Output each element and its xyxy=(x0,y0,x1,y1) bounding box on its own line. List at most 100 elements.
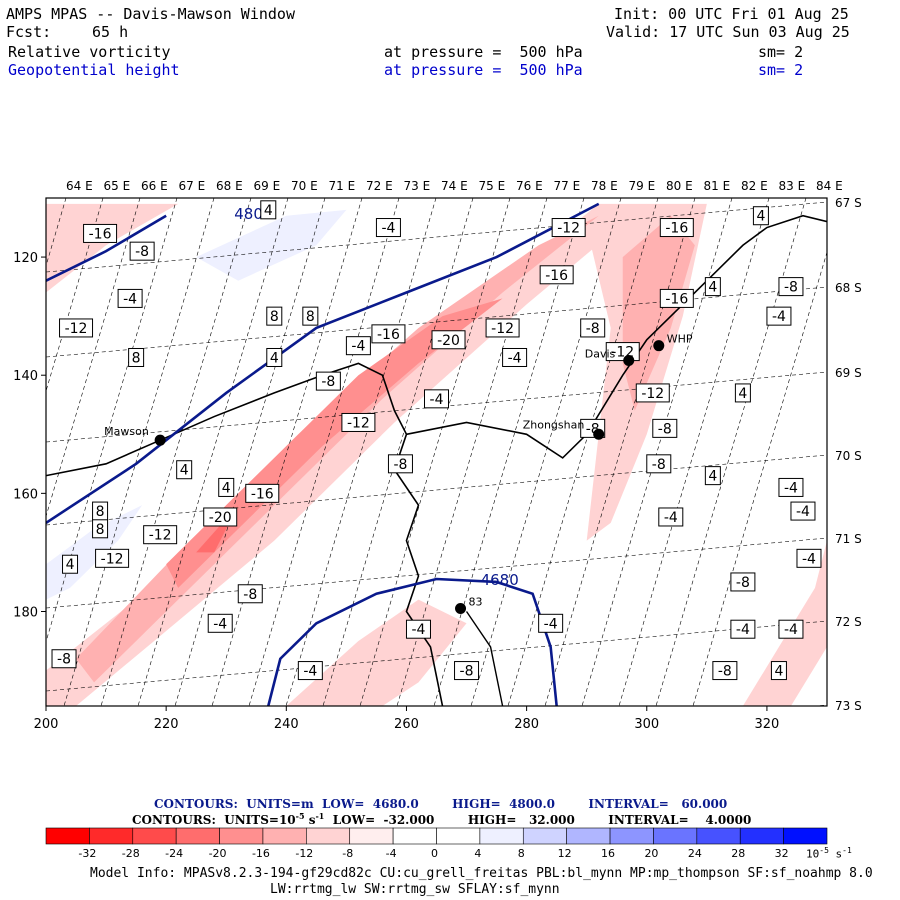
vorticity-label: -20 xyxy=(203,507,238,527)
colorbar-tick-label: -32 xyxy=(78,847,96,860)
longitude-label: 82 E xyxy=(741,179,768,193)
longitude-label: 72 E xyxy=(366,179,393,193)
vorticity-label: 4 xyxy=(752,206,769,226)
vorticity-label-box xyxy=(580,318,606,338)
field-2-smooth: sm= 2 xyxy=(758,61,804,79)
vorticity-label: -8 xyxy=(454,661,480,681)
station-label: WHP xyxy=(667,333,693,346)
station-dot xyxy=(623,354,635,366)
colorbar-segment xyxy=(436,827,481,845)
vorticity-label-box xyxy=(658,507,684,527)
vorticity-label-box xyxy=(485,318,520,338)
vorticity-label-box xyxy=(95,548,130,568)
vorticity-label: 4 xyxy=(62,554,79,574)
colorbar-tick-label: 20 xyxy=(644,847,658,860)
vorticity-label-box xyxy=(207,613,233,633)
x-tick-label: 240 xyxy=(274,717,299,732)
vorticity-label-box xyxy=(59,318,94,338)
y-tick-label: 180 xyxy=(13,605,38,620)
vorticity-label: 8 xyxy=(128,347,145,367)
vorticity-label: 4 xyxy=(176,460,193,480)
colorbar-segment xyxy=(175,827,220,845)
vorticity-label: 8 xyxy=(92,501,109,521)
colorbar-tick-label: 0 xyxy=(431,847,438,860)
init-time: Init: 00 UTC Fri 01 Aug 25 xyxy=(614,5,849,23)
meridian-line xyxy=(137,198,289,706)
parallel-line xyxy=(812,704,827,706)
field-1-smooth: sm= 2 xyxy=(758,43,804,61)
vorticity-label: -8 xyxy=(730,572,756,592)
station-dot xyxy=(653,340,665,352)
vorticity-label-text: -4 xyxy=(736,622,750,638)
vorticity-label-text: -4 xyxy=(351,339,365,355)
latitude-label: 73 S xyxy=(835,699,862,713)
x-tick-label: 320 xyxy=(755,717,780,732)
colorbar-tick-label: -20 xyxy=(209,847,227,860)
vorticity-label-box xyxy=(652,418,678,438)
model-info: Model Info: MPASv8.2.3-194-gf29cd82c CU:… xyxy=(90,866,873,881)
vorticity-label-text: -8 xyxy=(784,280,798,296)
vorticity-label: -16 xyxy=(539,265,574,285)
vorticity-label-box xyxy=(129,241,155,261)
coastline-east xyxy=(406,214,827,459)
vorticity-label-box xyxy=(51,649,77,669)
vorticity-label-box xyxy=(83,223,118,243)
vorticity-label-text: -8 xyxy=(393,457,407,473)
vorticity-contour-info: CONTOURS: UNITS=10-5 s-1 LOW= -32.000 HI… xyxy=(132,811,751,827)
vorticity-label-text: -4 xyxy=(123,291,137,307)
vorticity-label-box xyxy=(730,572,756,592)
vorticity-label-text: 4 xyxy=(738,386,747,402)
vorticity-label-text: -4 xyxy=(802,551,816,567)
colorbar-tick-label: -16 xyxy=(252,847,270,860)
vorticity-label-box xyxy=(143,525,178,545)
vorticity-label-box xyxy=(551,218,586,238)
vorticity-label-text: -12 xyxy=(149,528,172,544)
meridian-line xyxy=(544,198,696,706)
vorticity-label-text: 4 xyxy=(222,480,231,496)
meridian-line xyxy=(46,198,178,643)
colorbar-segment xyxy=(132,827,177,845)
vorticity-label-box xyxy=(635,383,670,403)
longitude-label: 70 E xyxy=(291,179,318,193)
vorticity-label: -8 xyxy=(580,318,606,338)
cbar-unit-s: s xyxy=(835,847,843,861)
vorticity-label-box xyxy=(704,466,721,486)
height-contour-info: CONTOURS: UNITS=m LOW= 4680.0 HIGH= 4800… xyxy=(154,797,728,811)
vorticity-label: -12 xyxy=(341,412,376,432)
meridian-line xyxy=(692,251,827,706)
vorticity-label-box xyxy=(245,483,280,503)
vorticity-label: 8 xyxy=(92,519,109,539)
vorticity-label: -4 xyxy=(207,613,233,633)
vorticity-label-box xyxy=(128,347,145,367)
vorticity-label-text: -4 xyxy=(411,622,425,638)
vorticity-label: -20 xyxy=(431,330,466,350)
vorticity-label: -4 xyxy=(345,336,371,356)
latitude-label: 69 S xyxy=(835,366,862,380)
vorticity-label: -8 xyxy=(387,454,413,474)
longitude-label: 77 E xyxy=(554,179,581,193)
vorticity-label-text: 8 xyxy=(306,309,315,325)
x-tick-label: 200 xyxy=(34,717,59,732)
station-dot xyxy=(455,603,467,615)
colorbar-segment xyxy=(219,827,264,845)
vorticity-label: -16 xyxy=(659,218,694,238)
forecast-hour: 65 h xyxy=(92,23,129,41)
colorbar-segment xyxy=(739,827,784,845)
meridian-line xyxy=(433,198,585,706)
colorbar-tick-label: -4 xyxy=(386,847,397,860)
vorticity-label-text: -4 xyxy=(508,350,522,366)
vorticity-label: -4 xyxy=(790,501,816,521)
height-contour-4740 xyxy=(46,202,600,524)
vorticity-label: -8 xyxy=(51,649,77,669)
colorbar-tick-label: -8 xyxy=(342,847,353,860)
vorticity-label-box xyxy=(237,584,263,604)
colorbar-tick-label: -28 xyxy=(122,847,140,860)
field-1-level: at pressure = 500 hPa xyxy=(384,43,583,61)
x-tick-label: 220 xyxy=(154,717,179,732)
model-info-2: LW:rrtmg_lw SW:rrtmg_sw SFLAY:sf_mynn xyxy=(270,882,560,897)
vorticity-label: -4 xyxy=(117,288,143,308)
latitude-label: 70 S xyxy=(835,449,862,463)
vorticity-label-text: -12 xyxy=(557,221,580,237)
vorticity-label-box xyxy=(538,613,564,633)
